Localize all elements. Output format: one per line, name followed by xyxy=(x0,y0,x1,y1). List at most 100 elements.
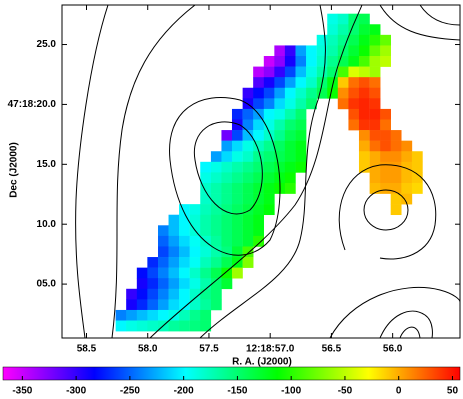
pixel xyxy=(295,98,307,110)
colorbar-tick-label: -200 xyxy=(174,386,194,397)
pixel xyxy=(210,246,222,258)
pixel xyxy=(274,108,286,120)
pixel xyxy=(369,140,381,152)
pixel xyxy=(179,225,190,237)
pixel xyxy=(158,309,169,321)
pixel xyxy=(242,87,254,99)
pixel xyxy=(231,151,243,163)
pixel xyxy=(221,172,233,184)
pixel xyxy=(189,278,201,290)
pixel xyxy=(327,34,339,46)
pixel xyxy=(306,66,317,78)
pixel xyxy=(284,130,296,141)
pixel xyxy=(263,151,275,163)
pixel xyxy=(348,119,360,131)
pixel xyxy=(168,309,180,321)
pixel xyxy=(231,119,243,131)
pixel xyxy=(327,13,339,25)
pixel xyxy=(242,151,254,163)
pixel xyxy=(189,204,201,216)
contour xyxy=(379,5,460,41)
pixel xyxy=(274,119,286,131)
pixel xyxy=(126,299,138,311)
x-axis-label: R. A. (J2000) xyxy=(232,357,292,368)
pixel xyxy=(179,299,190,311)
pixel xyxy=(253,87,264,99)
pixel xyxy=(295,151,307,163)
pixel xyxy=(242,257,254,268)
contour xyxy=(193,121,263,215)
pixel xyxy=(210,225,222,237)
pixel xyxy=(295,108,307,120)
pixel xyxy=(126,288,138,300)
pixel xyxy=(401,151,413,163)
pixel xyxy=(274,151,286,163)
pixel xyxy=(231,225,243,237)
pixel xyxy=(337,13,349,25)
x-tick-label: 57.5 xyxy=(199,344,219,355)
colorbar-tick-label: 50 xyxy=(447,386,459,397)
pixel xyxy=(369,24,381,36)
pixel xyxy=(274,77,286,89)
pixel xyxy=(115,320,127,332)
pixel xyxy=(179,214,190,226)
pixel xyxy=(284,66,296,78)
pixel xyxy=(401,172,413,184)
pixel xyxy=(210,204,222,216)
pixel xyxy=(348,77,360,89)
pixel xyxy=(253,182,264,194)
pixel xyxy=(136,278,148,290)
pixel xyxy=(369,161,381,173)
pixel xyxy=(168,225,180,237)
pixel xyxy=(221,267,233,279)
pixel xyxy=(136,288,148,300)
pixel xyxy=(369,77,381,89)
pixel xyxy=(284,108,296,120)
pixel xyxy=(337,66,349,78)
pixel xyxy=(189,257,201,268)
pixel xyxy=(369,45,381,57)
pixel xyxy=(200,246,212,258)
pixel xyxy=(369,108,381,120)
pixel xyxy=(231,193,243,205)
pixel xyxy=(284,151,296,163)
pixel xyxy=(158,235,169,247)
pixel xyxy=(200,320,212,332)
pixel xyxy=(327,87,339,99)
pixel xyxy=(348,56,360,67)
x-tick-label: 58.0 xyxy=(138,344,158,355)
pixel xyxy=(168,257,180,268)
pixel xyxy=(274,66,286,78)
pixel xyxy=(316,34,328,46)
pixel xyxy=(263,66,275,78)
pixel xyxy=(380,45,391,57)
pixel xyxy=(263,119,275,131)
pixel xyxy=(179,235,190,247)
pixel xyxy=(231,140,243,152)
pixel xyxy=(411,161,423,173)
pixel xyxy=(189,299,201,311)
pixel xyxy=(253,130,264,141)
pixel xyxy=(210,299,222,311)
pixel xyxy=(263,161,275,173)
colorbar-tick-label: -350 xyxy=(12,386,32,397)
pixel xyxy=(263,77,275,89)
colorbar-tick-label: -250 xyxy=(120,386,140,397)
pixel xyxy=(411,172,423,184)
pixel xyxy=(295,161,307,173)
pixel xyxy=(210,278,222,290)
pixel xyxy=(126,309,138,321)
pixel xyxy=(401,161,413,173)
pixel xyxy=(390,172,402,184)
pixel xyxy=(358,56,370,67)
pixel xyxy=(200,257,212,268)
pixel xyxy=(147,320,159,332)
pixel xyxy=(390,151,402,163)
x-tick-label: 56.5 xyxy=(322,344,342,355)
pixel xyxy=(231,161,243,173)
pixel xyxy=(284,56,296,67)
pixel xyxy=(348,108,360,120)
pixel xyxy=(274,140,286,152)
pixel xyxy=(242,225,254,237)
pixel xyxy=(231,267,243,279)
